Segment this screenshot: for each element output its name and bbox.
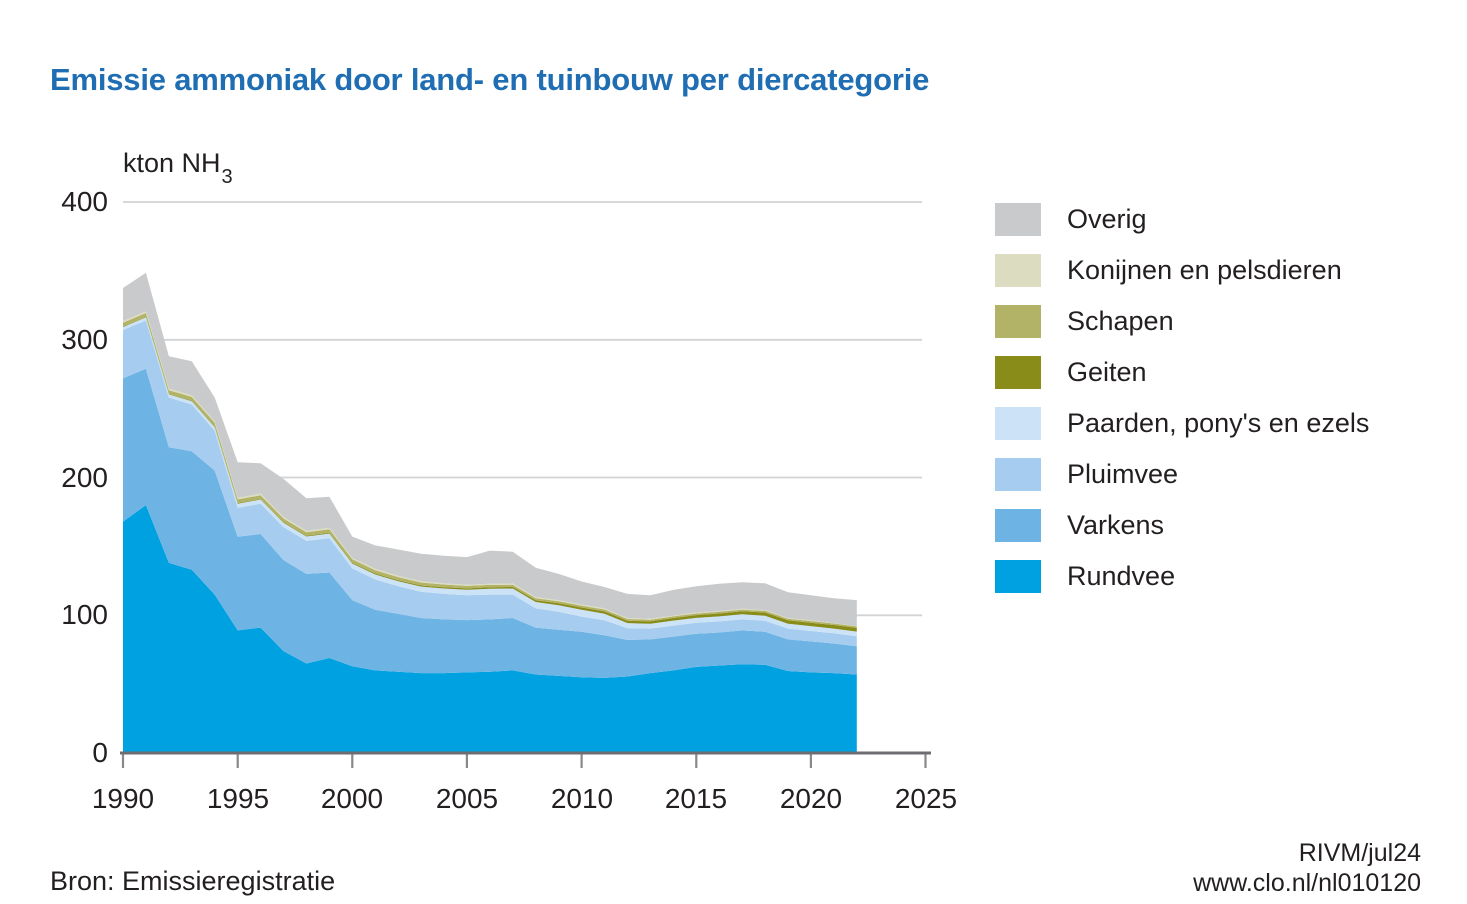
unit-text: kton NH: [123, 148, 221, 178]
y-tick-label-0: 0: [92, 737, 108, 768]
area-series-overig: [123, 272, 857, 627]
source-label: Bron: Emissieregistratie: [50, 866, 336, 896]
legend-item-varkens: Varkens: [995, 509, 1369, 542]
x-tick-label-2015: 2015: [664, 783, 728, 814]
legend-label-rundvee: Rundvee: [1067, 561, 1176, 591]
legend-swatch-schapen: [995, 305, 1041, 338]
area-series-varkens: [123, 368, 857, 678]
legend-swatch-varkens: [995, 509, 1041, 542]
legend-label-paarden-pony-s-en-ezels: Paarden, pony's en ezels: [1067, 408, 1370, 438]
legend-label-varkens: Varkens: [1067, 510, 1165, 540]
legend-swatch-geiten: [995, 356, 1041, 389]
legend-item-paarden-pony-s-en-ezels: Paarden, pony's en ezels: [995, 407, 1369, 440]
legend-swatch-konijnen-en-pelsdieren: [995, 254, 1041, 287]
x-tick-label-1990: 1990: [91, 783, 155, 814]
y-tick-label-100: 100: [61, 599, 108, 630]
legend-label-pluimvee: Pluimvee: [1067, 459, 1179, 489]
page-title: Emissie ammoniak door land- en tuinbouw …: [50, 62, 930, 97]
legend-swatch-pluimvee: [995, 458, 1041, 491]
legend-swatch-overig: [995, 203, 1041, 236]
legend-swatch-rundvee: [995, 560, 1041, 593]
y-tick-label-400: 400: [61, 186, 108, 217]
x-tick-label-2020: 2020: [779, 783, 843, 814]
legend-label-konijnen-en-pelsdieren: Konijnen en pelsdieren: [1067, 255, 1342, 285]
legend-item-schapen: Schapen: [995, 305, 1369, 338]
legend-swatch-paarden-pony-s-en-ezels: [995, 407, 1041, 440]
y-tick-label-300: 300: [61, 324, 108, 355]
legend-item-konijnen-en-pelsdieren: Konijnen en pelsdieren: [995, 254, 1369, 287]
credit-org-date: RIVM/jul24: [1298, 839, 1421, 867]
chart-legend: Overig Konijnen en pelsdieren Schapen Geite…: [995, 203, 1369, 611]
credits-block: RIVM/jul24 www.clo.nl/nl010120: [1193, 838, 1421, 898]
legend-item-geiten: Geiten: [995, 356, 1369, 389]
area-series-rundvee: [123, 505, 857, 753]
legend-item-rundvee: Rundvee: [995, 560, 1369, 593]
legend-item-overig: Overig: [995, 203, 1369, 236]
unit-subscript: 3: [221, 166, 233, 189]
legend-label-geiten: Geiten: [1067, 357, 1147, 387]
y-tick-label-200: 200: [61, 462, 108, 493]
legend-label-overig: Overig: [1067, 204, 1147, 234]
credit-url: www.clo.nl/nl010120: [1193, 869, 1421, 897]
x-tick-label-2010: 2010: [550, 783, 614, 814]
x-tick-label-2000: 2000: [320, 783, 384, 814]
legend-item-pluimvee: Pluimvee: [995, 458, 1369, 491]
y-axis-unit-label: kton NH3: [123, 148, 233, 188]
x-tick-label-2005: 2005: [435, 783, 499, 814]
legend-label-schapen: Schapen: [1067, 306, 1174, 336]
x-tick-label-1995: 1995: [206, 783, 270, 814]
area-series-pluimvee: [123, 320, 857, 647]
x-tick-label-2025: 2025: [894, 783, 958, 814]
